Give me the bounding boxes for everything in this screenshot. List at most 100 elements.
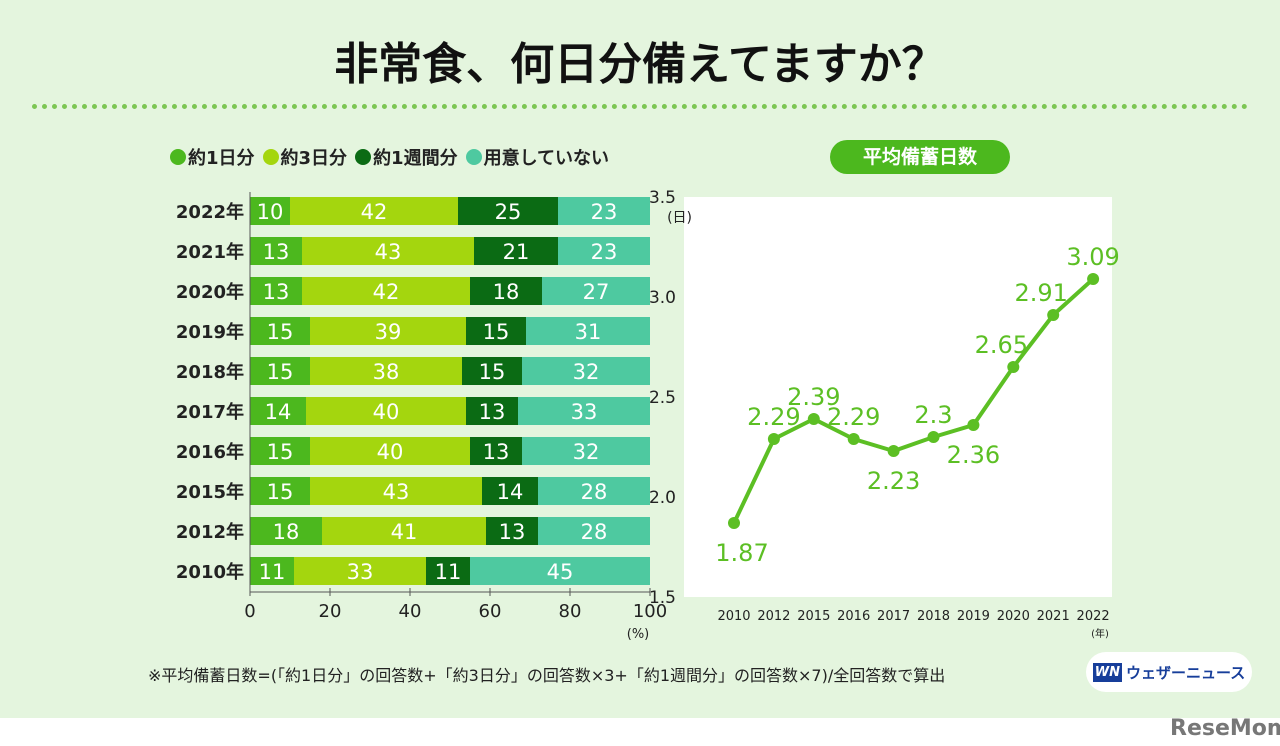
bar-segment: [526, 317, 650, 345]
data-label: 11: [435, 560, 462, 584]
data-point: [1047, 309, 1060, 321]
data-label: 13: [263, 280, 290, 304]
weathernews-logo: WN ウェザーニュース: [1086, 652, 1252, 692]
watermark: ReseMom: [1170, 716, 1280, 741]
bar-segment: [486, 517, 538, 545]
data-label: 13: [479, 400, 506, 424]
data-label: 2.23: [867, 467, 920, 495]
data-label: 39: [375, 320, 402, 344]
x-tick-label: 2019: [957, 609, 990, 624]
data-label: 33: [571, 400, 598, 424]
category-label: 2012年: [176, 521, 244, 543]
y-axis-unit: (日): [667, 210, 692, 226]
x-tick-label: 60: [479, 601, 502, 622]
footnote: ※平均備蓄日数=(「約1日分」の回答数+「約3日分」の回答数×3+「約1週間分」…: [148, 666, 946, 685]
data-label: 40: [373, 400, 400, 424]
bar-segment: [250, 197, 290, 225]
y-tick-label: 3.0: [649, 288, 676, 308]
bar-segment: [470, 557, 650, 585]
data-label: 14: [265, 400, 292, 424]
legend-label: 用意していない: [483, 148, 610, 169]
x-axis-unit: (%): [627, 627, 650, 642]
data-label: 23: [591, 200, 618, 224]
bar-segment: [250, 317, 310, 345]
data-label: 25: [495, 200, 522, 224]
bar-segment: [302, 277, 470, 305]
x-axis-unit: (年): [1091, 627, 1109, 640]
bar-segment: [474, 237, 558, 265]
bar-segment: [538, 517, 650, 545]
data-label: 18: [273, 520, 300, 544]
category-label: 2021年: [176, 241, 244, 263]
x-tick-label: 2016: [837, 609, 870, 624]
bar-segment: [322, 517, 486, 545]
data-label: 18: [493, 280, 520, 304]
x-tick-label: 2010: [717, 609, 750, 624]
bar-segment: [458, 197, 558, 225]
category-label: 2017年: [176, 401, 244, 423]
y-tick-label: 2.5: [649, 388, 676, 408]
data-label: 13: [263, 240, 290, 264]
bar-segment: [250, 477, 310, 505]
legend-item: 約1週間分: [355, 144, 458, 170]
bar-segment: [542, 277, 650, 305]
x-tick-label: 20: [319, 601, 342, 622]
bar-segment: [290, 197, 458, 225]
data-label: 38: [373, 360, 400, 384]
bar-segment: [250, 237, 302, 265]
y-tick-label: 1.5: [649, 588, 676, 608]
data-label: 31: [575, 320, 602, 344]
data-label: 40: [377, 440, 404, 464]
data-label: 2.36: [947, 441, 1000, 469]
y-tick-label: 3.5: [649, 188, 676, 208]
bar-segment: [482, 477, 538, 505]
legend-item: 約1日分: [170, 144, 255, 170]
data-label: 15: [479, 360, 506, 384]
divider: [32, 104, 1248, 109]
data-label: 15: [267, 320, 294, 344]
category-label: 2019年: [176, 321, 244, 343]
data-label: 15: [267, 360, 294, 384]
logo-mark: WN: [1092, 662, 1122, 682]
bar-segment: [302, 237, 474, 265]
logo-text: ウェザーニュース: [1125, 663, 1246, 682]
bar-segment: [294, 557, 426, 585]
x-tick-label: 2020: [997, 609, 1030, 624]
category-label: 2020年: [176, 281, 244, 303]
data-label: 15: [267, 480, 294, 504]
bar-segment: [310, 477, 482, 505]
data-point: [927, 431, 940, 443]
data-point: [1007, 361, 1020, 373]
bar-segment: [250, 557, 294, 585]
bar-segment: [310, 357, 462, 385]
data-point: [767, 433, 780, 445]
legend-label: 約1日分: [188, 148, 255, 169]
bar-segment: [310, 437, 470, 465]
bar-segment: [306, 397, 466, 425]
data-label: 15: [483, 320, 510, 344]
data-label: 15: [267, 440, 294, 464]
data-label: 1.87: [715, 539, 768, 567]
data-point: [847, 433, 860, 445]
bar-segment: [466, 397, 518, 425]
data-point: [807, 413, 820, 425]
category-label: 2010年: [176, 561, 244, 583]
x-tick-label: 0: [244, 601, 255, 622]
data-point: [887, 445, 900, 457]
data-label: 41: [391, 520, 418, 544]
bar-segment: [518, 397, 650, 425]
legend-label: 約1週間分: [373, 148, 458, 169]
bar-segment: [250, 277, 302, 305]
x-tick-label: 80: [559, 601, 582, 622]
bar-segment: [250, 397, 306, 425]
legend-item: 用意していない: [465, 144, 610, 170]
data-label: 42: [361, 200, 388, 224]
data-label: 14: [497, 480, 524, 504]
legend-label: 約3日分: [280, 148, 348, 169]
bar-segment: [558, 237, 650, 265]
x-tick-label: 2022: [1077, 609, 1110, 624]
data-label: 2.29: [747, 403, 800, 431]
data-label: 43: [375, 240, 402, 264]
x-tick-label: 100: [633, 601, 667, 622]
